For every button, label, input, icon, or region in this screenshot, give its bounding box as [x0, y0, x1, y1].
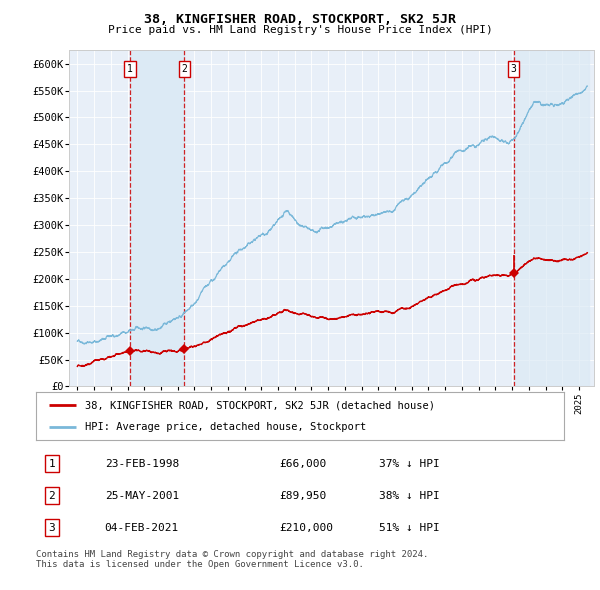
- Text: 37% ↓ HPI: 37% ↓ HPI: [379, 458, 440, 468]
- Text: 51% ↓ HPI: 51% ↓ HPI: [379, 523, 440, 533]
- Text: 2: 2: [181, 64, 187, 74]
- Text: 38, KINGFISHER ROAD, STOCKPORT, SK2 5JR: 38, KINGFISHER ROAD, STOCKPORT, SK2 5JR: [144, 13, 456, 26]
- Text: £210,000: £210,000: [279, 523, 333, 533]
- Text: £66,000: £66,000: [279, 458, 326, 468]
- Bar: [130, 50, 184, 386]
- Text: 1: 1: [49, 458, 55, 468]
- Text: 38, KINGFISHER ROAD, STOCKPORT, SK2 5JR (detached house): 38, KINGFISHER ROAD, STOCKPORT, SK2 5JR …: [85, 400, 434, 410]
- Text: 04-FEB-2021: 04-FEB-2021: [104, 523, 179, 533]
- Text: 23-FEB-1998: 23-FEB-1998: [104, 458, 179, 468]
- Text: Contains HM Land Registry data © Crown copyright and database right 2024.
This d: Contains HM Land Registry data © Crown c…: [36, 550, 428, 569]
- Text: 38% ↓ HPI: 38% ↓ HPI: [379, 491, 440, 500]
- Text: HPI: Average price, detached house, Stockport: HPI: Average price, detached house, Stoc…: [85, 422, 366, 432]
- Text: 3: 3: [49, 523, 55, 533]
- Text: 25-MAY-2001: 25-MAY-2001: [104, 491, 179, 500]
- Text: 3: 3: [511, 64, 517, 74]
- Text: £89,950: £89,950: [279, 491, 326, 500]
- Text: 1: 1: [127, 64, 133, 74]
- Text: 2: 2: [49, 491, 55, 500]
- Text: Price paid vs. HM Land Registry's House Price Index (HPI): Price paid vs. HM Land Registry's House …: [107, 25, 493, 35]
- Bar: [514, 50, 589, 386]
